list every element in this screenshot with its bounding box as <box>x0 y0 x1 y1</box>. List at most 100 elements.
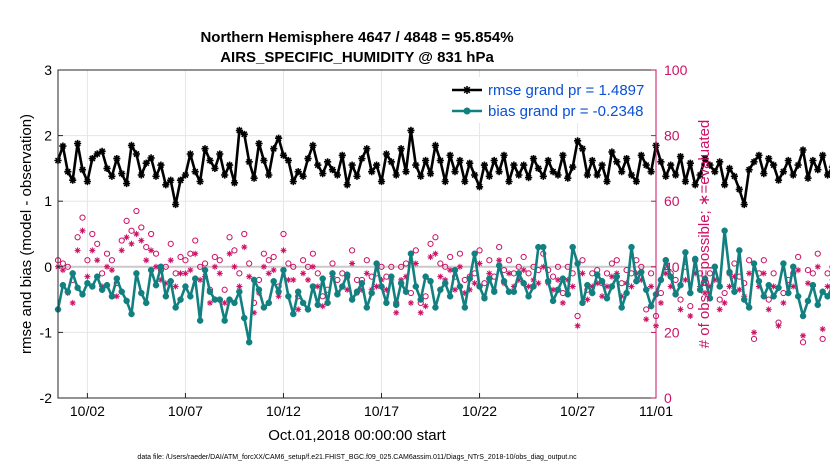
obs-evaluated-point <box>766 306 772 312</box>
obs-evaluated-point <box>217 270 223 276</box>
obs-possible-point <box>149 231 154 236</box>
rmse-point <box>265 171 272 178</box>
obs-evaluated-point <box>212 264 218 270</box>
x-tick-label: 10/22 <box>462 403 497 419</box>
y-right-tick-label: 80 <box>664 128 680 144</box>
obs-possible-point <box>448 254 453 259</box>
rmse-point <box>363 145 370 152</box>
bias-point <box>300 300 306 306</box>
obs-possible-point <box>242 231 247 236</box>
bias-point <box>241 315 247 321</box>
bias-point <box>628 244 634 250</box>
obs-evaluated-point <box>80 228 86 234</box>
obs-evaluated-point <box>825 284 830 290</box>
obs-evaluated-point <box>281 247 287 253</box>
bias-point <box>746 304 752 310</box>
obs-evaluated-point <box>428 254 434 260</box>
bias-point <box>575 261 581 267</box>
rmse-point <box>407 127 414 134</box>
bias-point <box>633 278 639 284</box>
obs-possible-point <box>521 254 526 259</box>
bias-point <box>810 282 816 288</box>
rmse-point <box>716 158 723 165</box>
bias-point <box>109 293 115 299</box>
rmse-point <box>456 157 463 164</box>
rmse-point <box>613 158 620 165</box>
bias-point <box>624 290 630 296</box>
obs-possible-point <box>482 281 487 286</box>
chart-title-line2: AIRS_SPECIFIC_HUMIDITY @ 831 hPa <box>220 49 494 66</box>
bias-point <box>138 290 144 296</box>
obs-possible-point <box>761 258 766 263</box>
bias-point <box>310 283 316 289</box>
rmse-point <box>466 160 473 167</box>
obs-possible-point <box>266 258 271 263</box>
rmse-point <box>559 152 566 159</box>
obs-evaluated-point <box>761 270 767 276</box>
obs-possible-point <box>188 251 193 256</box>
bias-point <box>428 278 434 284</box>
obs-evaluated-point <box>89 247 95 253</box>
legend-label-1: bias grand pr = -0.2348 <box>488 103 644 120</box>
rmse-point <box>103 165 110 172</box>
bias-point <box>158 264 164 270</box>
rmse-point <box>113 155 120 162</box>
bias-point <box>133 270 139 276</box>
obs-evaluated-point <box>408 300 414 306</box>
y-left-tick-label: 1 <box>44 193 52 209</box>
bias-point <box>805 298 811 304</box>
rmse-point <box>167 177 174 184</box>
rmse-point <box>677 153 684 160</box>
bias-point <box>462 304 468 310</box>
x-tick-label: 10/02 <box>70 403 105 419</box>
rmse-point <box>378 178 385 185</box>
obs-possible-point <box>457 251 462 256</box>
rmse-point <box>603 178 610 185</box>
rmse-point <box>731 173 738 180</box>
bias-point <box>285 293 291 299</box>
bias-point <box>94 274 100 280</box>
obs-evaluated-point <box>290 277 296 283</box>
bias-point <box>687 290 693 296</box>
bias-point <box>383 300 389 306</box>
y-right-tick-label: 60 <box>664 193 680 209</box>
bias-point <box>379 283 385 289</box>
obs-possible-point <box>580 258 585 263</box>
obs-possible-point <box>178 254 183 259</box>
obs-possible-point <box>805 267 810 272</box>
rmse-point <box>59 143 66 150</box>
legend-marker-circle <box>464 108 471 115</box>
rmse-point <box>221 171 228 178</box>
bias-point <box>320 276 326 282</box>
obs-possible-point <box>747 258 752 263</box>
bias-point <box>756 278 762 284</box>
obs-possible-point <box>550 274 555 279</box>
bias-point <box>413 283 419 289</box>
bias-point <box>369 290 375 296</box>
rmse-point <box>515 171 522 178</box>
bias-point <box>526 293 532 299</box>
rmse-point <box>427 170 434 177</box>
bias-point <box>820 289 826 295</box>
obs-evaluated-point <box>187 267 193 273</box>
bias-point <box>349 297 355 303</box>
y-left-tick-label: 2 <box>44 128 52 144</box>
rmse-point <box>324 158 331 165</box>
obs-evaluated-point <box>815 264 821 270</box>
bias-point <box>516 270 522 276</box>
obs-possible-point <box>173 271 178 276</box>
rmse-point <box>486 173 493 180</box>
obs-possible-point <box>487 258 492 263</box>
rmse-point <box>309 142 316 149</box>
bias-point <box>207 289 213 295</box>
obs-possible-point <box>193 238 198 243</box>
bias-point <box>305 306 311 312</box>
rmse-point <box>795 162 802 169</box>
bias-point <box>202 267 208 273</box>
bias-point <box>722 228 728 234</box>
rmse-point <box>579 145 586 152</box>
obs-possible-point <box>109 258 114 263</box>
bias-point <box>344 272 350 278</box>
bias-point <box>771 293 777 299</box>
